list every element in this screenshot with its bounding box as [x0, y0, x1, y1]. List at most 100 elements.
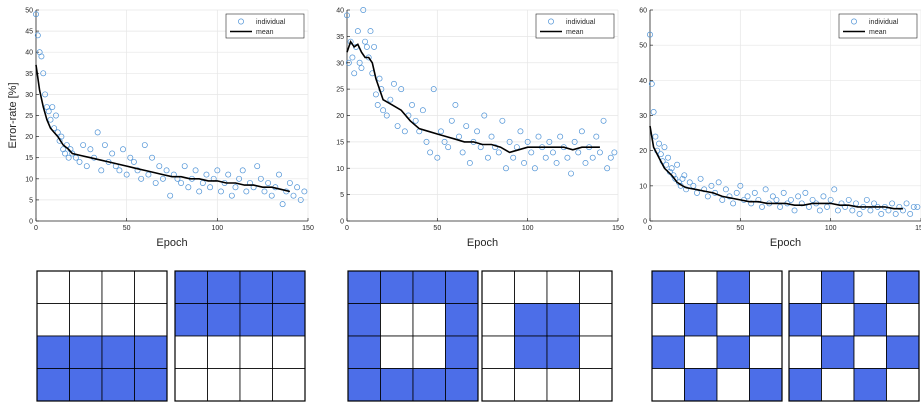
grid-cell-filled [69, 335, 103, 369]
grid-cell-filled [546, 335, 580, 369]
individual-point [568, 170, 574, 177]
grid-cell-empty [749, 335, 783, 369]
individual-point [910, 203, 917, 210]
individual-point [542, 154, 549, 161]
grid-cell-filled [412, 270, 446, 304]
legend-label-individual: individual [566, 19, 596, 26]
individual-point [647, 31, 653, 38]
individual-point [294, 184, 301, 191]
grid-cell-filled [101, 335, 135, 369]
individual-point [391, 80, 397, 87]
grid-cell-filled [239, 270, 273, 304]
grid-cell-filled [821, 270, 855, 304]
individual-point [138, 175, 145, 182]
individual-point [54, 129, 61, 136]
individual-point [668, 165, 675, 172]
individual-point [878, 211, 885, 217]
y-tick-label: 15 [336, 139, 344, 146]
grid-border [174, 270, 306, 402]
individual-point [663, 161, 670, 168]
y-tick-label: 40 [336, 8, 344, 15]
individual-point [347, 38, 354, 45]
individual-point [265, 180, 272, 186]
individual-point [94, 129, 101, 136]
individual-point [889, 200, 896, 207]
grid-cell-empty [174, 335, 208, 369]
individual-point [600, 117, 607, 124]
individual-point [134, 167, 141, 174]
individual-point [203, 171, 210, 178]
individual-point [816, 207, 823, 214]
individual-point [351, 70, 358, 77]
individual-point [907, 211, 914, 217]
individual-point [582, 160, 589, 166]
legend-box [838, 13, 918, 39]
grid-cell-filled [347, 303, 381, 337]
y-tick-label: 20 [25, 134, 33, 141]
individual-point [360, 7, 367, 13]
individual-point [759, 203, 765, 210]
grid-cell-empty [821, 303, 855, 337]
individual-point [604, 165, 611, 172]
individual-point [380, 107, 387, 114]
individual-point [477, 144, 484, 151]
grid-cell-filled [788, 303, 822, 337]
individual-point [748, 200, 755, 207]
individual-point [791, 207, 798, 214]
grid-cell-filled [207, 303, 241, 337]
y-tick-label: 60 [639, 8, 647, 15]
y-tick-label: 40 [639, 78, 647, 85]
individual-point [45, 108, 52, 115]
y-tick-label: 30 [25, 92, 33, 99]
y-tick-label: 45 [25, 29, 33, 36]
individual-point [116, 167, 123, 174]
individual-point [730, 200, 737, 207]
individual-point [358, 65, 365, 71]
individual-point [372, 91, 379, 98]
y-tick-label: 25 [25, 113, 33, 120]
individual-point [672, 175, 679, 182]
grid-cell-filled [749, 303, 783, 337]
individual-point [214, 167, 221, 174]
grid-cell-filled [788, 368, 822, 402]
x-axis-label: Epoch [770, 237, 801, 249]
x-tick-label: 0 [34, 225, 38, 232]
legend-label-mean: mean [566, 29, 584, 36]
grid-cell-filled [546, 303, 580, 337]
individual-point [196, 188, 203, 195]
grid-cell-filled [445, 335, 479, 369]
individual-point [531, 165, 538, 172]
grid-cell-filled [134, 368, 168, 402]
individual-point [503, 165, 509, 172]
individual-point [120, 146, 126, 153]
individual-point [694, 189, 700, 196]
grid-cell-filled [886, 335, 920, 369]
individual-point [798, 200, 805, 207]
individual-point [506, 138, 513, 145]
individual-point [199, 180, 206, 186]
individual-point [345, 59, 352, 66]
x-tick-label: 50 [123, 225, 131, 232]
individual-point [371, 43, 378, 50]
grid-cell-empty [579, 368, 613, 402]
x-axis-label: Epoch [467, 237, 498, 249]
y-tick-label: 25 [336, 87, 344, 94]
individual-point [434, 154, 441, 161]
individual-point [374, 101, 381, 108]
individual-point [363, 43, 370, 50]
grid-cell-empty [412, 303, 446, 337]
individual-point [236, 175, 243, 182]
individual-point [780, 189, 787, 196]
y-axis-label: Error-rate [%] [7, 82, 19, 148]
grid-cell-filled [134, 335, 168, 369]
individual-point [845, 196, 852, 203]
y-tick-label: 30 [639, 113, 647, 120]
x-axis-label: Epoch [156, 237, 187, 249]
legend-label-individual: individual [256, 19, 286, 26]
individual-point [589, 154, 596, 161]
grid-cell-filled [853, 368, 887, 402]
pattern-grid-horizontal-bars-bottom [36, 270, 168, 402]
individual-point [550, 149, 556, 156]
individual-point [751, 189, 758, 196]
individual-point [499, 117, 506, 124]
